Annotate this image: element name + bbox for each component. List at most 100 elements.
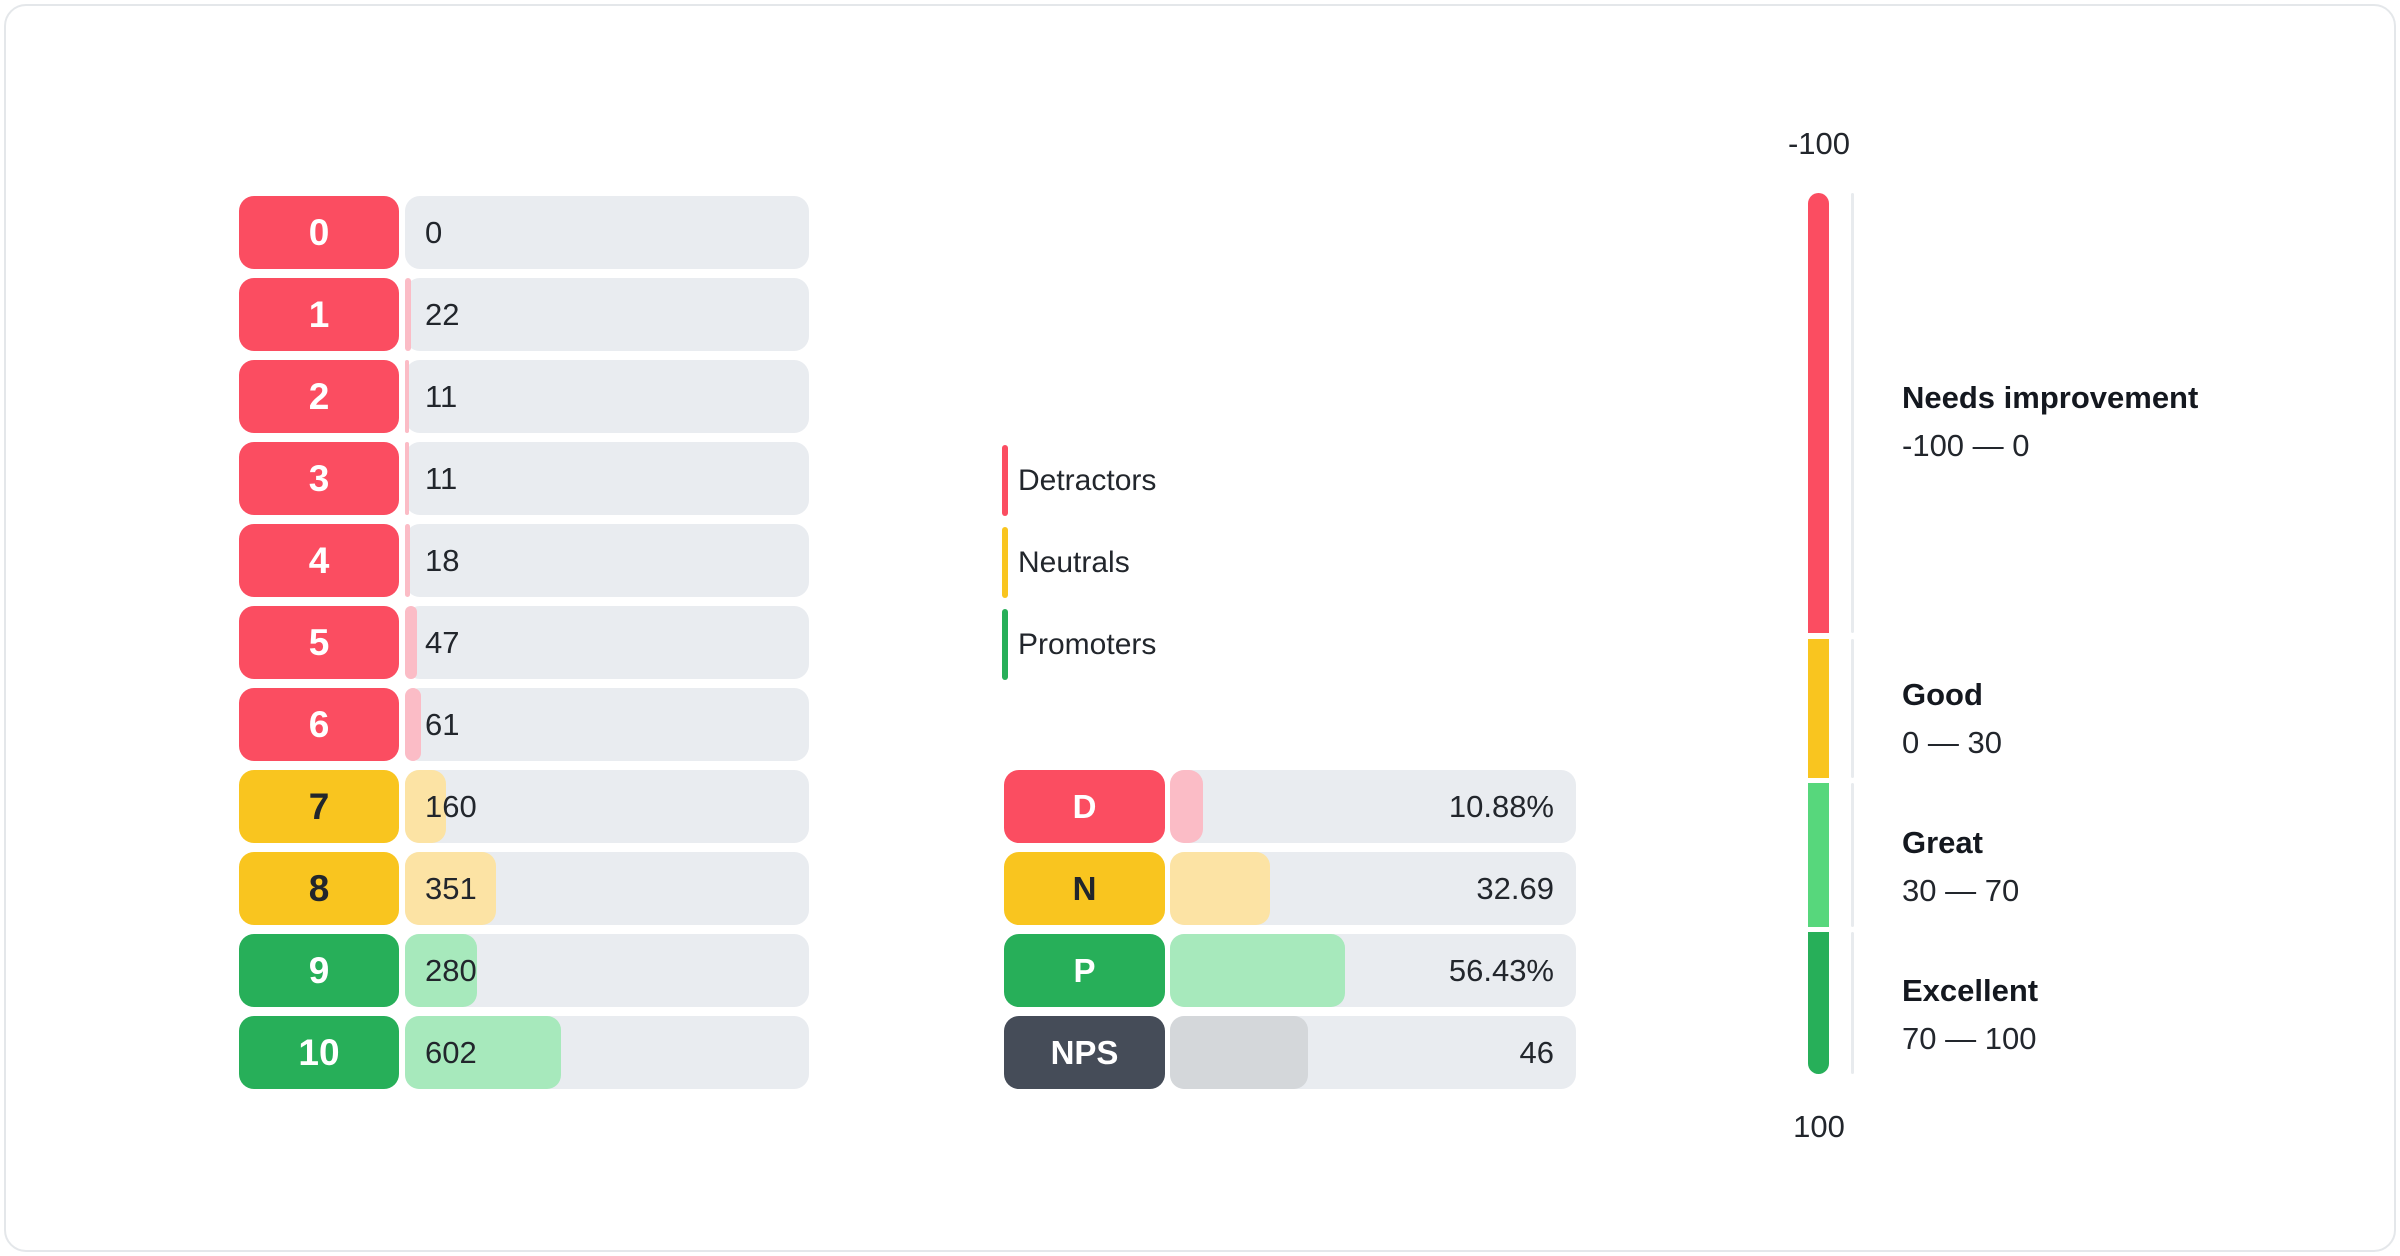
score-count: 22 xyxy=(425,296,460,332)
gauge-segment-good xyxy=(1808,639,1829,778)
legend-swatch xyxy=(1002,445,1008,516)
gauge-section-label-good: Good 0 — 30 xyxy=(1902,675,2002,763)
legend-item-promoters[interactable]: Promoters xyxy=(1002,609,1156,680)
score-label: 4 xyxy=(239,524,399,597)
score-label: 8 xyxy=(239,852,399,925)
summary-label: D xyxy=(1004,770,1165,843)
score-row-6: 6 61 xyxy=(239,688,809,761)
legend-label: Neutrals xyxy=(1018,545,1130,579)
gauge-section-title: Needs improvement xyxy=(1902,380,2199,415)
legend: Detractors Neutrals Promoters xyxy=(1002,445,1156,680)
summary-row-p: P 56.43% xyxy=(1004,934,1576,1007)
gauge-section-range: 70 — 100 xyxy=(1902,1021,2037,1056)
summary-value: 10.88% xyxy=(1448,788,1554,824)
summary-track: 56.43% xyxy=(1170,934,1576,1007)
score-row-5: 5 47 xyxy=(239,606,809,679)
score-track: 280 xyxy=(405,934,809,1007)
gauge-section-title: Good xyxy=(1902,677,1983,712)
score-row-2: 2 11 xyxy=(239,360,809,433)
summary-fill xyxy=(1170,1016,1309,1089)
score-label: 10 xyxy=(239,1016,399,1089)
gauge-section-range: -100 — 0 xyxy=(1902,428,2030,463)
nps-summary-chart: D 10.88% N 32.69 P 56.43% NPS 46 xyxy=(1004,770,1576,1089)
legend-label: Promoters xyxy=(1018,627,1157,661)
nps-gauge: -100 Needs improvement -100 — 0 Good 0 —… xyxy=(1786,126,2400,1166)
summary-track: 10.88% xyxy=(1170,770,1576,843)
score-fill xyxy=(405,278,411,351)
summary-label: N xyxy=(1004,852,1165,925)
score-label: 3 xyxy=(239,442,399,515)
score-fill xyxy=(405,360,409,433)
summary-fill xyxy=(1170,934,1345,1007)
summary-value: 56.43% xyxy=(1448,952,1554,988)
score-row-4: 4 18 xyxy=(239,524,809,597)
score-track: 351 xyxy=(405,852,809,925)
score-track: 602 xyxy=(405,1016,809,1089)
score-label: 1 xyxy=(239,278,399,351)
summary-track: 32.69 xyxy=(1170,852,1576,925)
gauge-min-label: -100 xyxy=(1787,126,1851,161)
gauge-axis-segment xyxy=(1851,783,1854,927)
summary-value: 46 xyxy=(1519,1034,1554,1070)
score-row-8: 8 351 xyxy=(239,852,809,925)
summary-value: 32.69 xyxy=(1476,870,1554,906)
gauge-section-range: 30 — 70 xyxy=(1902,873,2020,908)
score-count: 18 xyxy=(425,542,460,578)
legend-label: Detractors xyxy=(1018,463,1157,497)
score-label: 2 xyxy=(239,360,399,433)
legend-swatch xyxy=(1002,609,1008,680)
score-count: 0 xyxy=(425,214,443,250)
score-count: 47 xyxy=(425,624,460,660)
gauge-axis-segment xyxy=(1851,639,1854,778)
score-label: 9 xyxy=(239,934,399,1007)
gauge-segment-excellent xyxy=(1808,932,1829,1074)
gauge-segment-great xyxy=(1808,783,1829,927)
score-track: 0 xyxy=(405,196,809,269)
score-count: 602 xyxy=(425,1034,477,1070)
gauge-max-label: 100 xyxy=(1793,1109,1845,1144)
nps-widget-card: 0 0 1 22 2 11 3 11 4 18 5 xyxy=(4,4,2396,1252)
score-fill xyxy=(405,852,496,925)
summary-fill xyxy=(1170,770,1204,843)
score-label: 0 xyxy=(239,196,399,269)
legend-item-detractors[interactable]: Detractors xyxy=(1002,445,1156,516)
score-fill xyxy=(405,1016,561,1089)
score-label: 7 xyxy=(239,770,399,843)
gauge-section-title: Great xyxy=(1902,825,1983,860)
score-row-0: 0 0 xyxy=(239,196,809,269)
score-count: 11 xyxy=(425,460,458,496)
score-fill xyxy=(405,770,446,843)
score-count: 160 xyxy=(425,788,477,824)
gauge-axis-segment xyxy=(1851,932,1854,1074)
score-row-3: 3 11 xyxy=(239,442,809,515)
gauge-section-label-excellent: Excellent 70 — 100 xyxy=(1902,971,2038,1059)
summary-label: NPS xyxy=(1004,1016,1165,1089)
score-fill xyxy=(405,688,421,761)
score-track: 160 xyxy=(405,770,809,843)
summary-row-n: N 32.69 xyxy=(1004,852,1576,925)
score-track: 11 xyxy=(405,442,809,515)
score-track: 11 xyxy=(405,360,809,433)
gauge-section-title: Excellent xyxy=(1902,973,2039,1008)
legend-item-neutrals[interactable]: Neutrals xyxy=(1002,527,1156,598)
legend-swatch xyxy=(1002,527,1008,598)
score-label: 5 xyxy=(239,606,399,679)
score-track: 47 xyxy=(405,606,809,679)
gauge-axis-segment xyxy=(1851,193,1854,633)
score-label: 6 xyxy=(239,688,399,761)
gauge-section-label-great: Great 30 — 70 xyxy=(1902,823,2019,911)
score-track: 61 xyxy=(405,688,809,761)
summary-fill xyxy=(1170,852,1270,925)
score-row-9: 9 280 xyxy=(239,934,809,1007)
score-row-7: 7 160 xyxy=(239,770,809,843)
summary-track: 46 xyxy=(1170,1016,1576,1089)
score-track: 22 xyxy=(405,278,809,351)
score-row-1: 1 22 xyxy=(239,278,809,351)
score-fill xyxy=(405,934,477,1007)
score-count: 61 xyxy=(425,706,460,742)
summary-row-d: D 10.88% xyxy=(1004,770,1576,843)
score-fill xyxy=(405,524,410,597)
score-count: 351 xyxy=(425,870,477,906)
gauge-segment-needs-improvement xyxy=(1808,193,1829,633)
summary-row-nps: NPS 46 xyxy=(1004,1016,1576,1089)
